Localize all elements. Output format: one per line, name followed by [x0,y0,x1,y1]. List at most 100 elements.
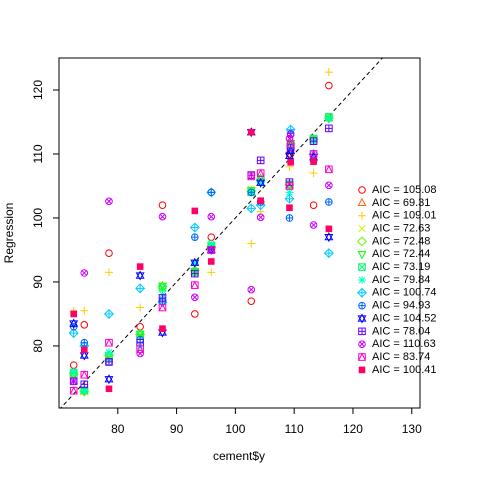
marker-part [190,267,200,277]
point [325,198,333,206]
marker-part [192,294,198,300]
point [80,269,89,277]
marker-part [80,321,89,329]
y-tick-label: 110 [31,144,45,163]
marker-part [286,214,293,222]
legend-marker [358,340,366,349]
marker-part [135,270,145,279]
reference-line [60,58,384,408]
point [190,257,200,268]
marker-part [287,158,294,166]
marker-part [69,386,78,395]
marker-part [358,186,366,194]
marker-part [247,171,256,180]
legend-marker [358,211,366,220]
legend-marker [358,263,366,271]
marker-part [105,338,113,347]
marker-part [207,212,216,221]
point [309,137,318,145]
marker-part [310,222,317,228]
point [207,268,216,277]
point [80,346,88,354]
y-axis-label: Regression [2,203,16,264]
marker-part [136,349,144,358]
point [136,263,144,270]
point [257,197,264,204]
legend-label: AIC = 73.19 [372,261,430,273]
marker-part [357,251,367,260]
marker-part [69,318,79,327]
marker-part [136,263,144,270]
point [105,268,113,277]
point [287,158,294,166]
marker-part [286,130,295,139]
marker-part [309,169,318,178]
marker-part [324,248,334,258]
marker-part [135,284,145,293]
x-tick-label: 100 [225,422,245,436]
point [286,130,295,139]
point [158,294,167,302]
marker-part [247,285,256,294]
point [136,303,145,312]
legend-label: AIC = 105.08 [372,184,437,196]
point [325,225,333,233]
marker-part [286,145,296,154]
marker-part [324,232,334,241]
marker-part [258,214,264,220]
marker-part [256,168,265,177]
marker-part [158,201,167,209]
marker-part [357,313,367,322]
x-tick-label: 80 [111,422,125,436]
legend-marker [357,251,367,260]
point [105,338,113,347]
point [324,232,334,243]
point [69,318,79,329]
marker-part [257,197,264,204]
marker-part [80,346,88,354]
marker-part [136,344,144,353]
marker-part [309,221,318,229]
marker-part [207,245,216,254]
marker-part [104,374,114,383]
x-tick-label: 130 [402,422,422,436]
marker-part [190,257,200,266]
marker-part [105,249,113,257]
marker-part [246,204,256,213]
x-axis-label: cement$y [213,449,265,463]
legend-marker [357,287,367,298]
point [247,171,256,181]
legend-label: AIC = 72.44 [372,248,430,260]
legend-label: AIC = 100.74 [372,287,437,299]
marker-part [357,288,367,298]
marker-part [208,214,214,220]
marker-part [136,303,145,312]
point [190,267,200,277]
marker-part [324,68,333,77]
marker-part [325,81,333,90]
point [310,158,317,165]
point [247,128,255,136]
y-tick-label: 120 [31,80,45,100]
x-tick-label: 90 [170,422,184,436]
point [284,193,295,204]
marker-part [103,308,114,319]
marker-part [256,213,265,222]
marker-part [80,387,88,395]
point [207,245,216,254]
marker-part [357,197,367,206]
marker-part [71,378,77,384]
legend-label: AIC = 78.04 [372,325,430,337]
marker-part [325,125,333,132]
marker-part [80,370,89,379]
point [325,81,333,90]
marker-part [326,182,332,188]
legend-label: AIC = 94.93 [372,300,430,312]
marker-part [325,115,333,123]
marker-part [285,181,294,190]
point [247,285,256,294]
point [256,177,266,188]
legend-label: AIC = 100.41 [372,364,437,376]
legend-label: AIC = 72.48 [372,235,430,247]
marker-part [81,270,87,276]
